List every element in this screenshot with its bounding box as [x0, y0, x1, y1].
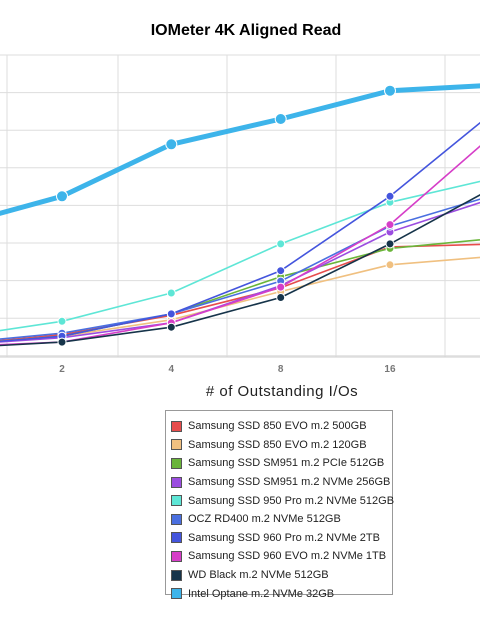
- legend-label: WD Black m.2 NVMe 512GB: [188, 569, 329, 582]
- series-line: [0, 198, 480, 340]
- legend-label: Samsung SSD 850 EVO m.2 120GB: [188, 438, 367, 451]
- x-axis-label: # of Outstanding I/Os: [206, 383, 358, 400]
- legend-swatch: [171, 495, 182, 507]
- legend-item: Samsung SSD 950 Pro m.2 NVMe 512GB: [171, 491, 395, 510]
- data-point: [385, 260, 395, 270]
- data-point: [165, 138, 178, 151]
- legend-swatch: [171, 532, 182, 544]
- series-line: [0, 180, 480, 332]
- legend-item: Samsung SSD SM951 m.2 PCIe 512GB: [171, 454, 392, 473]
- series-group: [0, 180, 480, 332]
- data-point: [274, 113, 287, 125]
- legend-label: Samsung SSD SM951 m.2 NVMe 256GB: [188, 476, 391, 489]
- legend-item: Samsung SSD 960 EVO m.2 NVMe 1TB: [171, 547, 392, 566]
- chart-title: IOMeter 4K Aligned Read: [151, 22, 342, 39]
- data-point: [166, 309, 176, 319]
- data-point: [57, 316, 67, 326]
- series-group: [0, 83, 480, 216]
- legend-swatch: [171, 588, 182, 600]
- legend-label: Samsung SSD 960 Pro m.2 NVMe 2TB: [188, 531, 380, 544]
- legend-item: WD Black m.2 NVMe 512GB: [171, 566, 392, 585]
- legend-label: Samsung SSD SM951 m.2 PCIe 512GB: [188, 457, 385, 470]
- data-point: [385, 220, 395, 230]
- x-tick-label: 8: [278, 364, 284, 375]
- legend-swatch: [171, 513, 182, 525]
- series-line: [0, 83, 480, 216]
- series-line: [0, 201, 480, 343]
- data-point: [276, 239, 286, 249]
- x-tick-label: 16: [384, 364, 396, 375]
- legend-label: OCZ RD400 m.2 NVMe 512GB: [188, 513, 341, 526]
- series-line: [0, 243, 480, 342]
- legend-item: Samsung SSD 850 EVO m.2 120GB: [171, 436, 392, 455]
- data-point: [276, 282, 286, 292]
- legend-swatch: [171, 476, 182, 488]
- data-point: [57, 337, 67, 347]
- data-point: [166, 322, 176, 332]
- data-point: [385, 239, 395, 249]
- grid: [0, 54, 480, 358]
- data-point: [384, 84, 396, 97]
- legend-label: Samsung SSD 850 EVO m.2 500GB: [188, 420, 367, 433]
- legend-item: Intel Optane m.2 NVMe 32GB: [171, 584, 392, 603]
- data-point: [385, 191, 395, 201]
- series-group: [0, 239, 480, 343]
- x-tick-label: 4: [169, 364, 175, 375]
- legend-swatch: [171, 457, 182, 469]
- legend-swatch: [171, 569, 182, 581]
- legend-label: Samsung SSD 960 EVO m.2 NVMe 1TB: [188, 550, 387, 563]
- series-line: [0, 145, 480, 346]
- legend-item: Samsung SSD SM951 m.2 NVMe 256GB: [171, 473, 392, 492]
- data-point: [276, 266, 286, 276]
- series-lines: [0, 83, 480, 347]
- legend-swatch: [171, 420, 182, 432]
- legend-swatch: [171, 439, 182, 451]
- legend-label: Samsung SSD 950 Pro m.2 NVMe 512GB: [188, 494, 395, 507]
- x-tick-labels: 2 4 8 16: [59, 364, 396, 375]
- legend-item: Samsung SSD 850 EVO m.2 500GB: [171, 417, 392, 436]
- x-tick-label: 2: [59, 364, 65, 375]
- series-line: [0, 239, 480, 343]
- series-group: [0, 145, 480, 347]
- legend-swatch: [171, 550, 182, 562]
- series-line: [0, 193, 480, 347]
- series-group: [0, 201, 480, 343]
- legend-label: Intel Optane m.2 NVMe 32GB: [188, 587, 335, 600]
- data-point: [166, 288, 176, 298]
- series-group: [0, 198, 480, 340]
- legend-item: Samsung SSD 960 Pro m.2 NVMe 2TB: [171, 529, 392, 548]
- series-group: [0, 193, 480, 347]
- series-line: [0, 121, 480, 343]
- data-point: [276, 293, 286, 302]
- legend-item: OCZ RD400 m.2 NVMe 512GB: [171, 510, 392, 529]
- legend: Samsung SSD 850 EVO m.2 500GB Samsung SSD…: [165, 410, 395, 600]
- data-point: [56, 190, 68, 203]
